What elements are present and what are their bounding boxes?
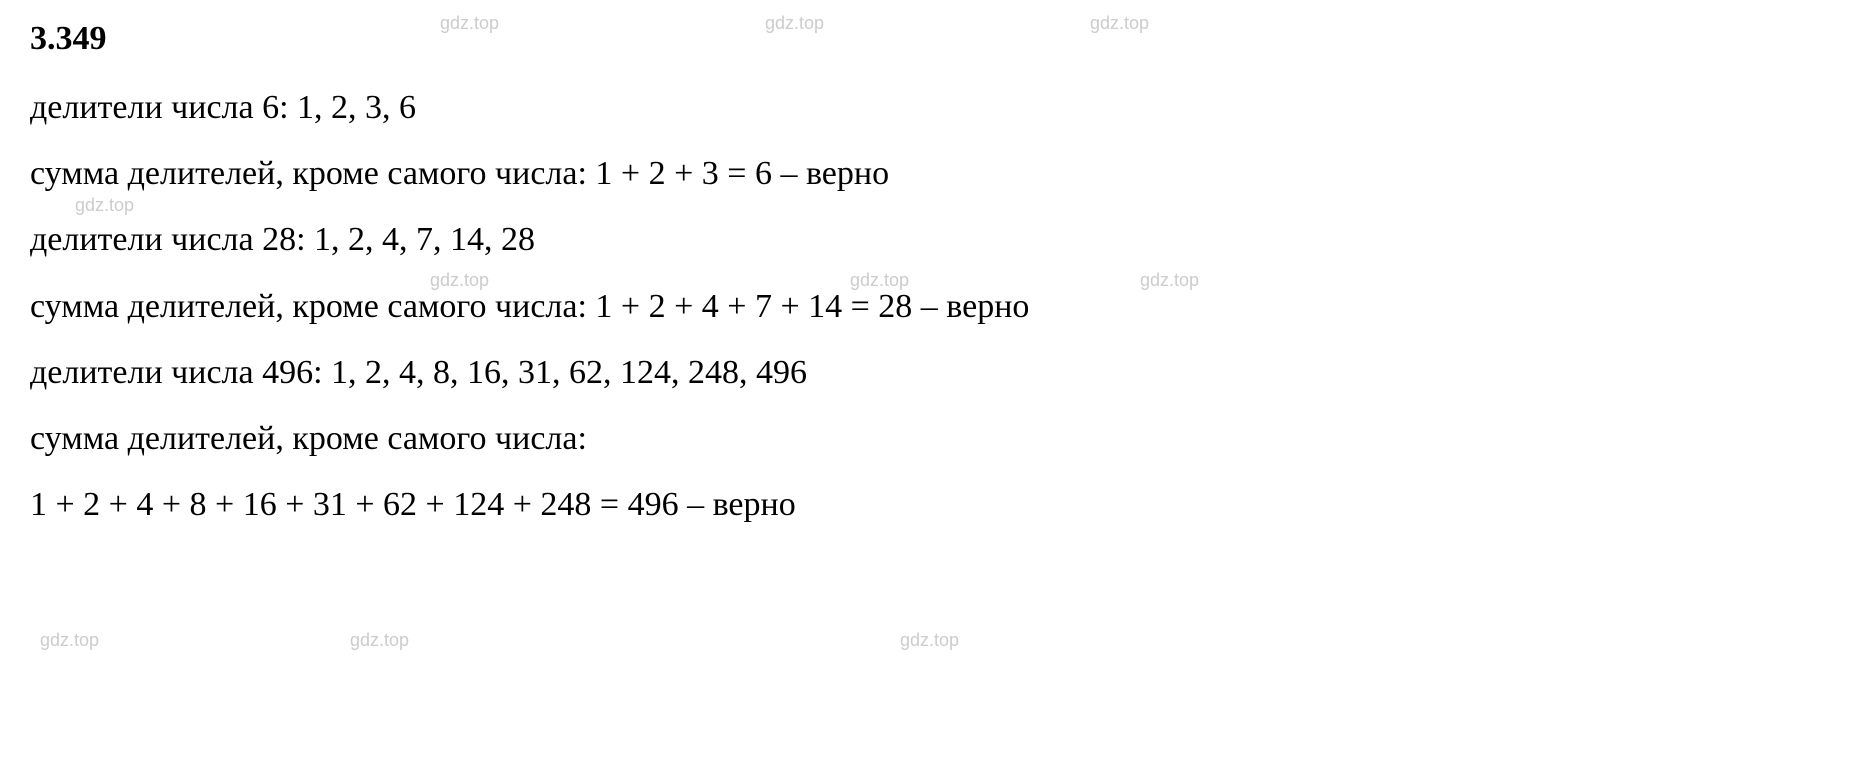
- sum-divisors-6: сумма делителей, кроме самого числа: 1 +…: [30, 152, 1819, 196]
- watermark: gdz.top: [900, 630, 959, 651]
- sum-divisors-496-calc: 1 + 2 + 4 + 8 + 16 + 31 + 62 + 124 + 248…: [30, 483, 1819, 527]
- watermark: gdz.top: [75, 195, 134, 216]
- sum-divisors-496-label: сумма делителей, кроме самого числа:: [30, 417, 1819, 461]
- divisors-28: делители числа 28: 1, 2, 4, 7, 14, 28: [30, 218, 1819, 262]
- divisors-496: делители числа 496: 1, 2, 4, 8, 16, 31, …: [30, 351, 1819, 395]
- watermark: gdz.top: [350, 630, 409, 651]
- divisors-6: делители числа 6: 1, 2, 3, 6: [30, 86, 1819, 130]
- sum-divisors-28: сумма делителей, кроме самого числа: 1 +…: [30, 285, 1819, 329]
- problem-number: 3.349: [30, 20, 1819, 58]
- watermark: gdz.top: [40, 630, 99, 651]
